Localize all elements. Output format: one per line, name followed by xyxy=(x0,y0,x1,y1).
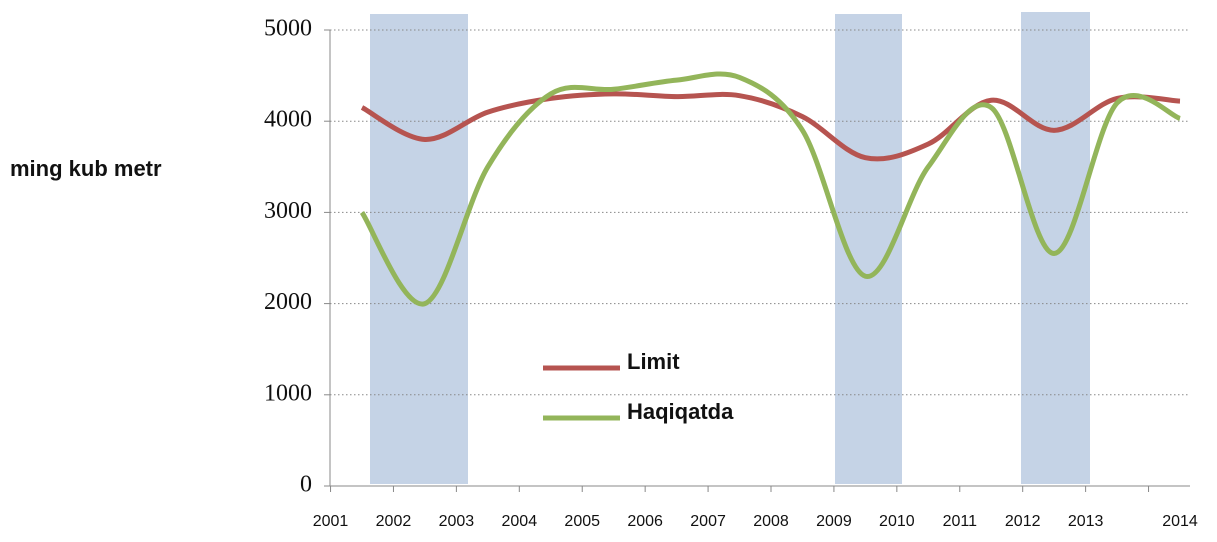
x-tick-label: 2014 xyxy=(1162,513,1198,530)
line-series xyxy=(359,71,1181,307)
x-tick-label: 2004 xyxy=(502,513,538,530)
x-tick-label: 2011 xyxy=(943,513,978,530)
y-tick-label: 5000 xyxy=(264,16,312,42)
legend-label: Haqiqatda xyxy=(627,399,734,424)
x-tick-label: 2001 xyxy=(313,513,349,530)
y-tick-label: 4000 xyxy=(264,107,312,133)
x-tick-label: 2003 xyxy=(439,513,475,530)
y-tick-label: 2000 xyxy=(264,289,312,315)
x-tick-label: 2010 xyxy=(879,513,915,530)
x-tick-label: 2009 xyxy=(816,513,852,530)
highlight-band xyxy=(370,14,468,484)
y-tick-label: 1000 xyxy=(264,380,312,406)
x-tick-label: 2012 xyxy=(1005,513,1041,530)
y-axis-label: ming kub metr xyxy=(10,156,162,181)
x-tick-label: 2005 xyxy=(564,513,600,530)
x-tick-label: 2008 xyxy=(753,513,789,530)
y-tick-label: 0 xyxy=(300,472,312,498)
highlight-band xyxy=(1021,12,1090,484)
y-tick-label: 3000 xyxy=(264,198,312,224)
x-tick-label: 2002 xyxy=(376,513,412,530)
x-tick-label: 2006 xyxy=(627,513,663,530)
legend-label: Limit xyxy=(627,349,680,374)
x-tick-label: 2007 xyxy=(690,513,726,530)
x-tick-label: 2013 xyxy=(1068,513,1104,530)
